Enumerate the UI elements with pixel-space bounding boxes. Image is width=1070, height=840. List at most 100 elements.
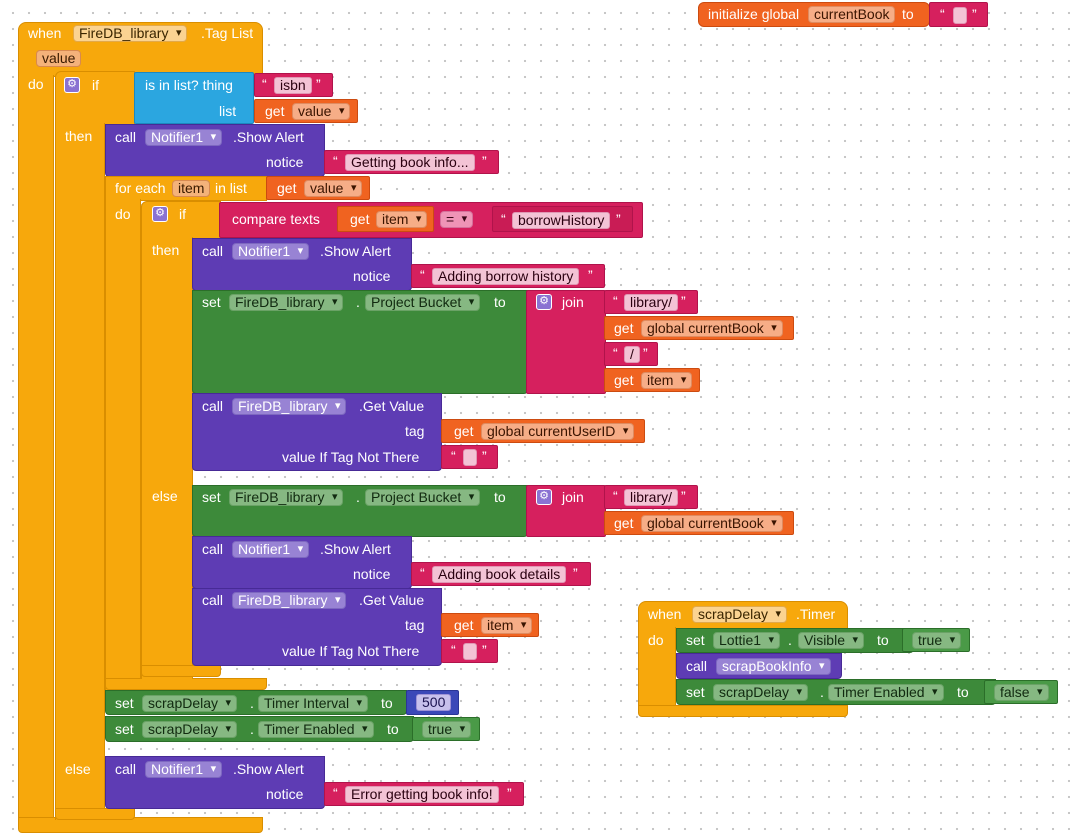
var-dropdown-global-currentbook[interactable]: global currentBook: [641, 320, 783, 337]
component-dropdown-firedb[interactable]: FireDB_library: [232, 398, 347, 415]
property-dropdown-visible[interactable]: Visible: [798, 632, 864, 649]
if-block-2-footer: [141, 665, 221, 677]
get-label: get: [614, 372, 634, 388]
component-dropdown-notifier1[interactable]: Notifier1: [232, 243, 310, 260]
param-value-chip[interactable]: value: [36, 50, 82, 67]
set-label: set: [202, 294, 221, 310]
quote-close: ”: [616, 211, 621, 227]
empty-text-field[interactable]: [463, 643, 477, 660]
quote-open: “: [333, 785, 338, 801]
component-dropdown-firedb[interactable]: FireDB_library: [229, 294, 344, 311]
boolean-dropdown-true[interactable]: true: [912, 632, 962, 649]
component-dropdown-lottie1[interactable]: Lottie1: [713, 632, 781, 649]
when-label: when: [28, 25, 62, 41]
component-dropdown-firedb[interactable]: FireDB_library: [232, 592, 347, 609]
gear-icon[interactable]: ⚙: [152, 206, 168, 222]
call-notifier-block-1[interactable]: [105, 124, 325, 177]
text-field-error[interactable]: Error getting book info!: [345, 786, 499, 803]
component-dropdown-scrapdelay[interactable]: scrapDelay: [142, 695, 238, 712]
quote-close: ”: [588, 267, 593, 283]
component-dropdown-scrapdelay[interactable]: scrapDelay: [692, 606, 788, 623]
call-label: call: [686, 658, 708, 674]
set-label: set: [686, 684, 705, 700]
dot-label: .: [356, 294, 360, 310]
for-each-spine: [105, 199, 141, 691]
gear-icon[interactable]: ⚙: [536, 294, 552, 310]
var-dropdown-global-currentbook[interactable]: global currentBook: [641, 515, 783, 532]
text-field-isbn[interactable]: isbn: [274, 77, 312, 94]
compare-texts-label: compare texts: [232, 211, 320, 227]
get-label: get: [614, 515, 634, 531]
method-label: .Show Alert: [233, 761, 304, 777]
list-label: list: [219, 103, 237, 119]
var-dropdown-global-currentuserid[interactable]: global currentUserID: [481, 423, 635, 440]
component-dropdown-notifier1[interactable]: Notifier1: [145, 761, 223, 778]
boolean-dropdown-false[interactable]: false: [994, 684, 1049, 701]
set-label: set: [115, 721, 134, 737]
call-label: call: [115, 761, 137, 777]
text-field-book-details[interactable]: Adding book details: [432, 566, 567, 583]
quote-open: “: [420, 565, 425, 581]
component-dropdown-scrapdelay[interactable]: scrapDelay: [713, 684, 809, 701]
quote-open: “: [451, 642, 456, 658]
var-dropdown-value[interactable]: value: [304, 180, 363, 197]
empty-text-field[interactable]: [953, 7, 967, 24]
text-field-getting-info[interactable]: Getting book info...: [345, 154, 475, 171]
event-name-label: .Timer: [796, 606, 836, 622]
join-label: join: [562, 294, 584, 310]
component-dropdown-firedb[interactable]: FireDB_library: [229, 489, 344, 506]
component-dropdown-scrapdelay[interactable]: scrapDelay: [142, 721, 238, 738]
set-label: set: [202, 489, 221, 505]
to-label: to: [494, 294, 506, 310]
notice-label: notice: [266, 786, 304, 802]
procedure-dropdown-scrapbookinfo[interactable]: scrapBookInfo: [716, 658, 831, 675]
is-in-list-label: is in list? thing: [145, 77, 233, 93]
property-dropdown-project-bucket[interactable]: Project Bucket: [365, 489, 481, 506]
empty-text-field[interactable]: [463, 449, 477, 466]
quote-close: ”: [681, 488, 686, 504]
method-label: .Get Value: [359, 398, 425, 414]
property-dropdown-timer-enabled[interactable]: Timer Enabled: [828, 684, 944, 701]
text-field-slash[interactable]: /: [624, 346, 640, 363]
gear-icon[interactable]: ⚙: [536, 489, 552, 505]
component-dropdown-firedb[interactable]: FireDB_library: [73, 25, 188, 42]
dot-label: .: [250, 721, 254, 737]
for-each-label: for each: [115, 180, 166, 196]
do-label: do: [28, 76, 44, 92]
method-label: .Get Value: [359, 592, 425, 608]
quote-close: ”: [482, 642, 487, 658]
boolean-dropdown-true[interactable]: true: [422, 721, 472, 738]
text-field-library[interactable]: library/: [624, 489, 679, 506]
component-dropdown-notifier1[interactable]: Notifier1: [232, 541, 310, 558]
var-dropdown-value[interactable]: value: [292, 103, 351, 120]
text-field-borrowhistory[interactable]: borrowHistory: [512, 212, 611, 229]
call-label: call: [202, 541, 224, 557]
is-in-list-block[interactable]: [134, 72, 254, 124]
quote-open: “: [613, 293, 618, 309]
property-dropdown-timer-interval[interactable]: Timer Interval: [258, 695, 369, 712]
timer-event-footer: [638, 705, 848, 717]
if-block-1-spine: [55, 123, 105, 820]
property-dropdown-timer-enabled[interactable]: Timer Enabled: [258, 721, 374, 738]
notice-label: notice: [353, 268, 391, 284]
property-dropdown-project-bucket[interactable]: Project Bucket: [365, 294, 481, 311]
if-block-2-spine: [141, 237, 193, 679]
gear-icon[interactable]: ⚙: [64, 77, 80, 93]
global-name-currentbook[interactable]: currentBook: [808, 6, 896, 23]
number-field-500[interactable]: 500: [416, 694, 452, 711]
var-dropdown-item[interactable]: item: [376, 211, 428, 228]
component-dropdown-notifier1[interactable]: Notifier1: [145, 129, 223, 146]
text-field-library[interactable]: library/: [624, 294, 679, 311]
event-block-footer: [18, 817, 263, 833]
method-label: .Show Alert: [320, 243, 391, 259]
operator-dropdown-equals[interactable]: =: [440, 211, 474, 228]
event-name-label: .Tag List: [201, 25, 254, 41]
text-field-borrow-history[interactable]: Adding borrow history: [432, 268, 580, 285]
to-label: to: [957, 684, 969, 700]
var-dropdown-item[interactable]: item: [641, 372, 693, 389]
method-label: .Show Alert: [233, 129, 304, 145]
var-dropdown-item[interactable]: item: [481, 617, 533, 634]
quote-close: ”: [482, 448, 487, 464]
loop-var-item[interactable]: item: [172, 180, 211, 197]
notice-label: notice: [266, 154, 304, 170]
